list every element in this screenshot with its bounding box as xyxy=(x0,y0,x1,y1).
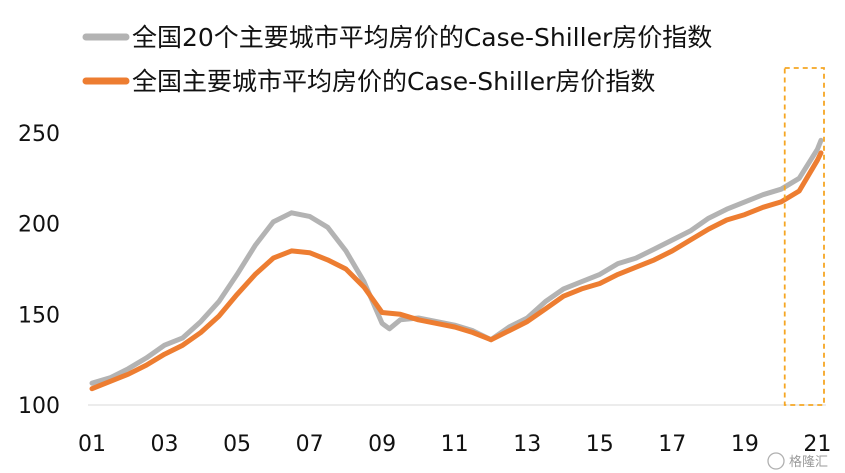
legend-label-series-2: 全国主要城市平均房价的Case-Shiller房价指数 xyxy=(132,67,655,96)
x-tick-label: 19 xyxy=(731,432,759,457)
series-line-1 xyxy=(89,137,824,386)
legend: 全国20个主要城市平均房价的Case-Shiller房价指数 全国主要城市平均房… xyxy=(82,23,712,96)
legend-label-series-1: 全国20个主要城市平均房价的Case-Shiller房价指数 xyxy=(132,23,712,52)
watermark-logo-icon xyxy=(767,452,785,470)
y-tick-label: 250 xyxy=(18,122,60,147)
x-tick-label: 13 xyxy=(513,432,541,457)
y-tick-label: 200 xyxy=(18,213,60,238)
plot-area xyxy=(89,137,824,392)
y-tick-label: 150 xyxy=(18,303,60,328)
y-tick-label: 100 xyxy=(18,394,60,419)
x-tick-label: 15 xyxy=(586,432,614,457)
x-tick-label: 03 xyxy=(151,432,179,457)
legend-item-series-2: 全国主要城市平均房价的Case-Shiller房价指数 xyxy=(82,67,655,96)
x-tick-label: 11 xyxy=(441,432,469,457)
series-line-2 xyxy=(89,150,824,392)
x-tick-label: 17 xyxy=(658,432,686,457)
x-tick-label: 07 xyxy=(296,432,324,457)
x-tick-label: 09 xyxy=(368,432,396,457)
highlight-box xyxy=(783,67,825,406)
y-axis-ticks: 100 150 200 250 xyxy=(18,122,60,419)
watermark-text: 格隆汇 xyxy=(789,454,828,470)
x-tick-label: 21 xyxy=(803,432,831,457)
x-tick-label: 05 xyxy=(223,432,251,457)
x-tick-label: 01 xyxy=(78,432,106,457)
x-axis-ticks: 01 03 05 07 09 11 13 15 17 19 21 xyxy=(78,432,831,457)
watermark: 格隆汇 xyxy=(767,452,828,470)
legend-item-series-1: 全国20个主要城市平均房价的Case-Shiller房价指数 xyxy=(82,23,712,52)
